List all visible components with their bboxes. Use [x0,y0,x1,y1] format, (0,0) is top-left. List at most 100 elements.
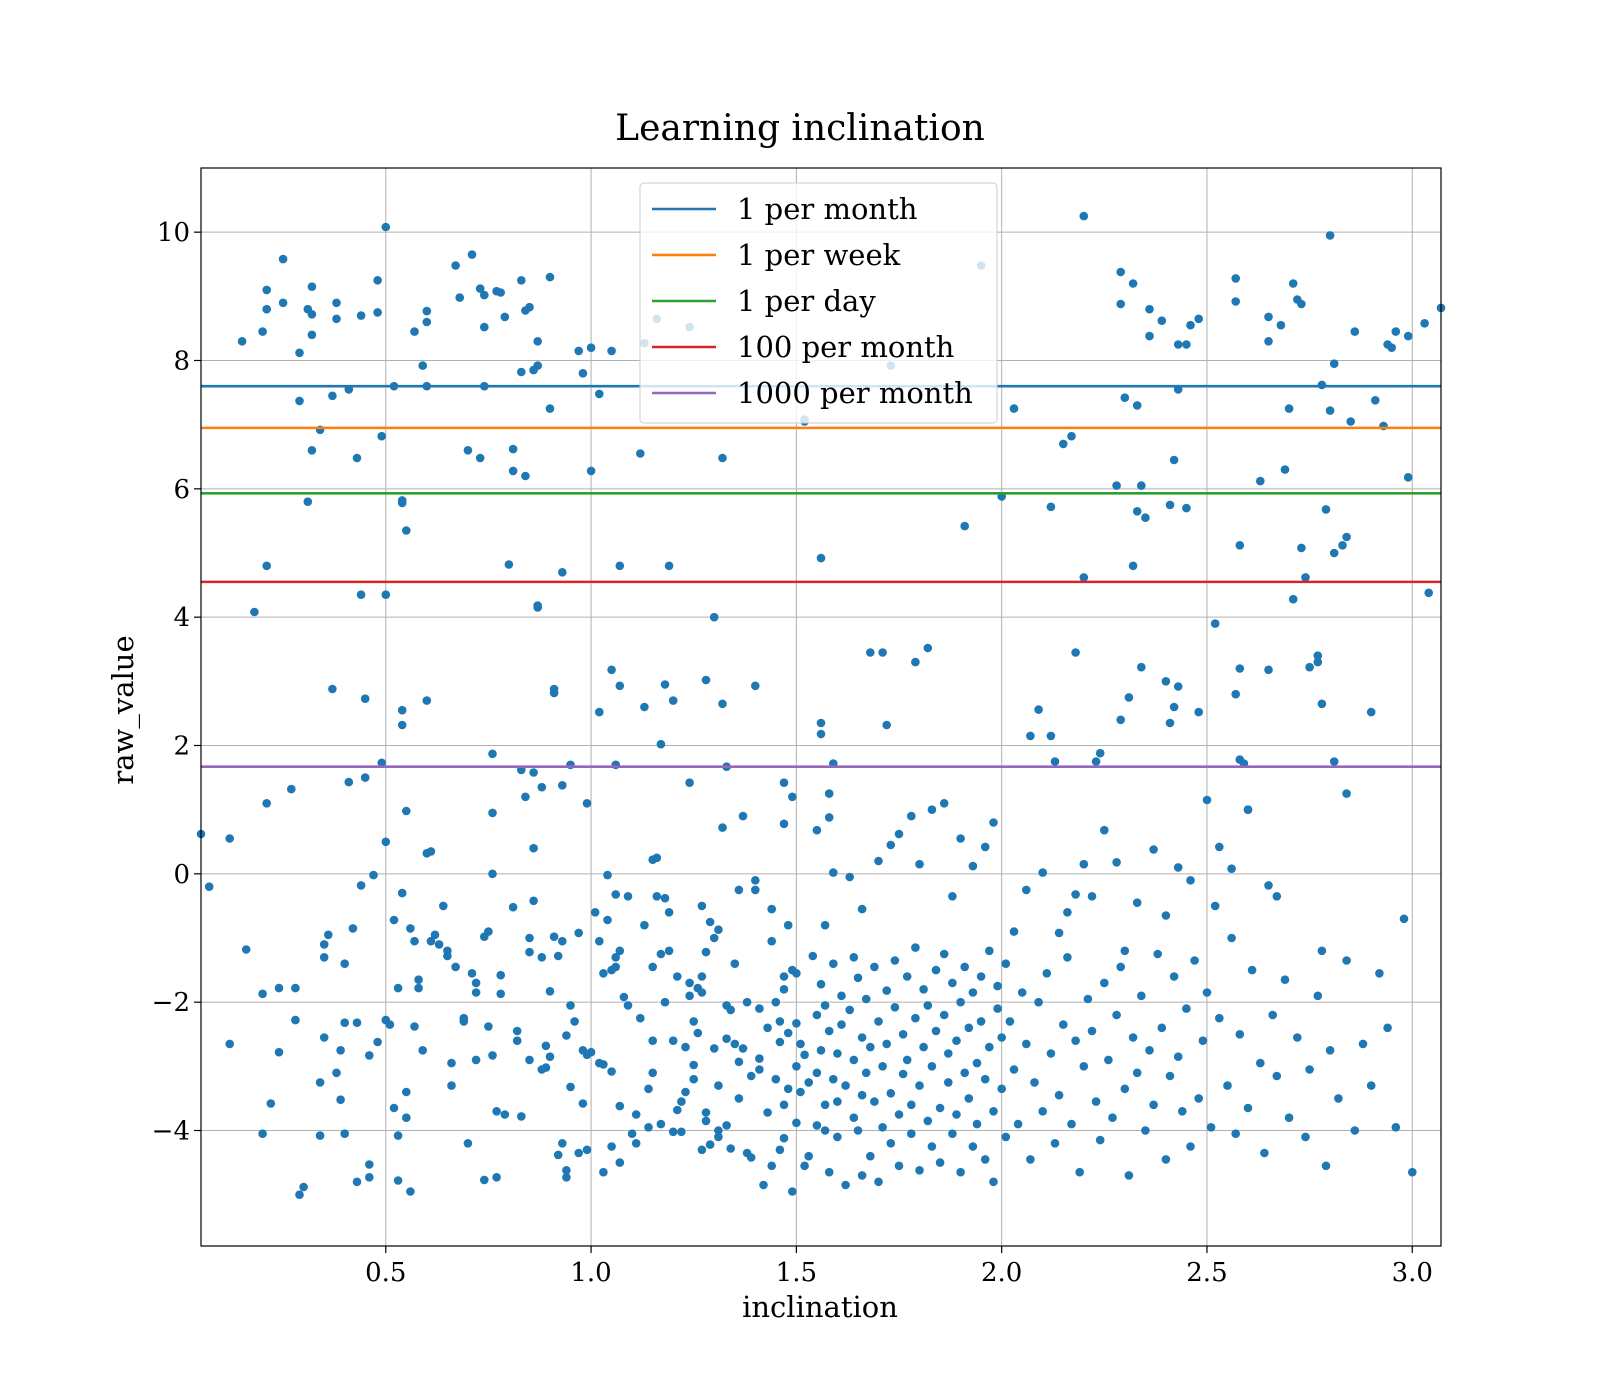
data-point [1145,1046,1154,1055]
data-point [529,768,538,777]
data-point [549,932,559,941]
data-point [816,1046,826,1055]
data-point [857,1171,867,1180]
data-point [517,1112,526,1121]
data-point [451,962,460,972]
data-point [845,872,854,882]
data-point [800,1161,809,1171]
data-point [1038,1107,1047,1116]
data-point [533,601,542,610]
data-point [619,992,629,1002]
data-point [636,449,645,458]
data-point [525,302,534,312]
data-point [923,1116,933,1126]
data-point [1013,1119,1023,1129]
data-point [459,1013,469,1023]
data-point [595,389,604,399]
data-point [615,681,625,691]
legend-label: 1000 per month [737,376,973,410]
data-point [578,1099,588,1108]
data-point [1313,657,1323,667]
data-point [677,1127,686,1137]
data-point [488,808,497,818]
data-point [1087,1026,1097,1036]
y-tick-label: 6 [173,475,190,505]
data-point [397,888,407,898]
data-point [792,1118,801,1128]
data-point [262,304,272,314]
data-point [1231,297,1240,306]
data-point [1137,662,1146,672]
data-point [1424,588,1433,598]
data-point [447,1058,456,1068]
data-point [833,1049,842,1058]
data-point [521,792,530,802]
data-point [496,288,506,297]
data-point [919,985,928,994]
data-point [1350,327,1360,336]
data-point [1026,1155,1035,1164]
data-point [931,965,941,975]
data-point [381,222,391,232]
data-point [1391,1123,1401,1132]
data-point [521,471,530,481]
data-point [1132,898,1142,907]
data-point [1235,1030,1245,1039]
data-point [718,823,727,832]
data-point [1132,401,1142,410]
data-point [1375,969,1384,978]
data-point [1215,842,1224,852]
data-point [894,829,904,839]
data-point [878,1123,887,1132]
data-point [837,991,846,1001]
data-point [496,970,506,980]
data-point [434,940,444,949]
data-point [656,739,666,749]
data-point [911,657,920,667]
data-point [701,1108,711,1117]
y-axis-label: raw_value [106,635,141,784]
data-point [816,718,826,728]
data-point [414,983,423,993]
data-point [410,1022,419,1031]
data-point [1231,274,1240,283]
data-point [402,806,411,816]
data-point [640,920,649,930]
data-point [1206,1123,1216,1132]
data-point [295,396,304,406]
data-point [1120,946,1130,956]
data-point [340,1018,350,1027]
data-point [927,1142,937,1151]
data-point [976,972,986,981]
data-point [861,994,871,1004]
x-tick-label: 2.5 [1186,1258,1227,1288]
data-point [751,876,760,885]
data-point [529,896,538,906]
data-point [664,946,674,956]
data-point [866,1151,875,1161]
data-point [1313,991,1323,1001]
data-point [1116,962,1125,972]
data-point [730,1039,740,1049]
x-tick-label: 1.0 [570,1258,611,1288]
data-point [902,972,912,981]
data-point [775,1037,785,1047]
data-point [939,1010,949,1020]
data-point [1198,1036,1208,1045]
data-point [426,936,436,946]
data-point [1293,1033,1302,1042]
data-point [808,951,818,961]
data-point [775,1017,785,1026]
data-point [336,1046,345,1055]
data-point [480,1175,489,1185]
data-point [1124,1171,1134,1180]
data-point [471,988,481,997]
data-point [204,882,214,891]
data-point [705,1140,715,1149]
data-point [816,553,826,563]
data-point [278,254,288,264]
data-point [894,1161,904,1171]
data-point [1091,757,1101,766]
data-point [796,1087,805,1097]
data-point [607,1067,616,1076]
